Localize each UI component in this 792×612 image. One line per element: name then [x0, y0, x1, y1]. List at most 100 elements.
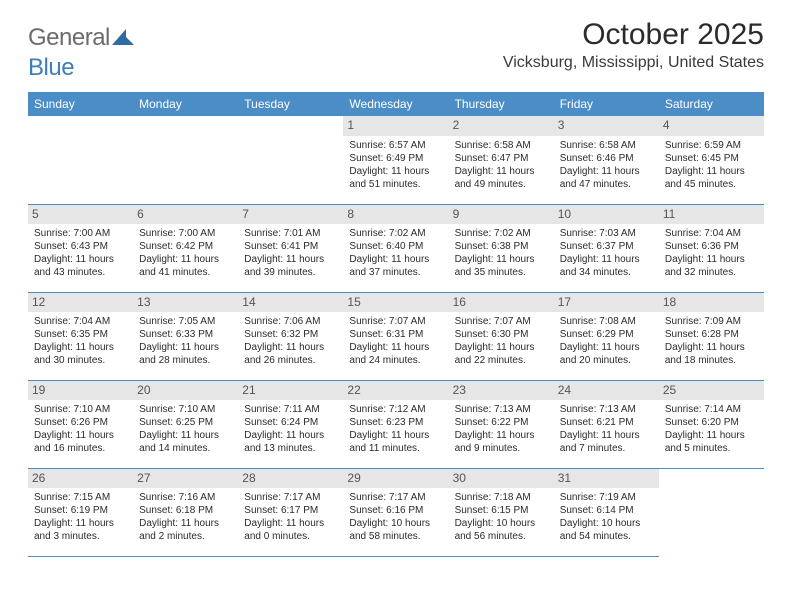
- sunset-line: Sunset: 6:33 PM: [139, 328, 232, 341]
- day-details: Sunrise: 7:04 AMSunset: 6:35 PMDaylight:…: [34, 315, 127, 367]
- daylight-line1: Daylight: 11 hours: [665, 341, 758, 354]
- sunset-line: Sunset: 6:24 PM: [244, 416, 337, 429]
- daylight-line1: Daylight: 11 hours: [244, 517, 337, 530]
- day-number: 25: [659, 381, 764, 401]
- day-details: Sunrise: 7:06 AMSunset: 6:32 PMDaylight:…: [244, 315, 337, 367]
- daylight-line2: and 30 minutes.: [34, 354, 127, 367]
- daylight-line1: Daylight: 11 hours: [139, 253, 232, 266]
- day-number: 19: [28, 381, 133, 401]
- day-number: 2: [449, 116, 554, 136]
- sunset-line: Sunset: 6:49 PM: [349, 152, 442, 165]
- daylight-line2: and 49 minutes.: [455, 178, 548, 191]
- day-cell: 12Sunrise: 7:04 AMSunset: 6:35 PMDayligh…: [28, 292, 133, 380]
- weekday-header: Sunday: [28, 92, 133, 116]
- daylight-line2: and 37 minutes.: [349, 266, 442, 279]
- sunrise-line: Sunrise: 7:02 AM: [455, 227, 548, 240]
- daylight-line1: Daylight: 11 hours: [244, 341, 337, 354]
- calendar-body: 1Sunrise: 6:57 AMSunset: 6:49 PMDaylight…: [28, 116, 764, 556]
- day-number: 3: [554, 116, 659, 136]
- daylight-line2: and 39 minutes.: [244, 266, 337, 279]
- sunset-line: Sunset: 6:35 PM: [34, 328, 127, 341]
- day-details: Sunrise: 6:58 AMSunset: 6:47 PMDaylight:…: [455, 139, 548, 191]
- week-row: 5Sunrise: 7:00 AMSunset: 6:43 PMDaylight…: [28, 204, 764, 292]
- day-cell: 22Sunrise: 7:12 AMSunset: 6:23 PMDayligh…: [343, 380, 448, 468]
- sunset-line: Sunset: 6:30 PM: [455, 328, 548, 341]
- sunset-line: Sunset: 6:29 PM: [560, 328, 653, 341]
- day-cell: 24Sunrise: 7:13 AMSunset: 6:21 PMDayligh…: [554, 380, 659, 468]
- day-details: Sunrise: 7:11 AMSunset: 6:24 PMDaylight:…: [244, 403, 337, 455]
- day-cell: [133, 116, 238, 204]
- day-details: Sunrise: 7:10 AMSunset: 6:25 PMDaylight:…: [139, 403, 232, 455]
- day-number: 17: [554, 293, 659, 313]
- day-details: Sunrise: 7:03 AMSunset: 6:37 PMDaylight:…: [560, 227, 653, 279]
- day-cell: 4Sunrise: 6:59 AMSunset: 6:45 PMDaylight…: [659, 116, 764, 204]
- day-details: Sunrise: 7:02 AMSunset: 6:38 PMDaylight:…: [455, 227, 548, 279]
- daylight-line1: Daylight: 11 hours: [244, 253, 337, 266]
- day-number: 26: [28, 469, 133, 489]
- calendar-table: SundayMondayTuesdayWednesdayThursdayFrid…: [28, 92, 764, 557]
- daylight-line2: and 35 minutes.: [455, 266, 548, 279]
- daylight-line2: and 45 minutes.: [665, 178, 758, 191]
- day-number: 27: [133, 469, 238, 489]
- sunrise-line: Sunrise: 7:00 AM: [139, 227, 232, 240]
- sunset-line: Sunset: 6:20 PM: [665, 416, 758, 429]
- day-number: 20: [133, 381, 238, 401]
- daylight-line1: Daylight: 11 hours: [455, 341, 548, 354]
- day-details: Sunrise: 7:19 AMSunset: 6:14 PMDaylight:…: [560, 491, 653, 543]
- day-cell: 25Sunrise: 7:14 AMSunset: 6:20 PMDayligh…: [659, 380, 764, 468]
- day-cell: 11Sunrise: 7:04 AMSunset: 6:36 PMDayligh…: [659, 204, 764, 292]
- sunrise-line: Sunrise: 7:03 AM: [560, 227, 653, 240]
- day-number: 16: [449, 293, 554, 313]
- weekday-header: Saturday: [659, 92, 764, 116]
- sunset-line: Sunset: 6:36 PM: [665, 240, 758, 253]
- daylight-line1: Daylight: 11 hours: [349, 165, 442, 178]
- day-details: Sunrise: 7:02 AMSunset: 6:40 PMDaylight:…: [349, 227, 442, 279]
- sunrise-line: Sunrise: 7:14 AM: [665, 403, 758, 416]
- day-details: Sunrise: 7:00 AMSunset: 6:42 PMDaylight:…: [139, 227, 232, 279]
- day-cell: 28Sunrise: 7:17 AMSunset: 6:17 PMDayligh…: [238, 468, 343, 556]
- daylight-line1: Daylight: 11 hours: [349, 253, 442, 266]
- day-number: 24: [554, 381, 659, 401]
- daylight-line1: Daylight: 11 hours: [244, 429, 337, 442]
- day-cell: 20Sunrise: 7:10 AMSunset: 6:25 PMDayligh…: [133, 380, 238, 468]
- daylight-line1: Daylight: 11 hours: [560, 429, 653, 442]
- sunrise-line: Sunrise: 7:04 AM: [34, 315, 127, 328]
- sunrise-line: Sunrise: 7:04 AM: [665, 227, 758, 240]
- daylight-line2: and 2 minutes.: [139, 530, 232, 543]
- sunset-line: Sunset: 6:16 PM: [349, 504, 442, 517]
- daylight-line2: and 51 minutes.: [349, 178, 442, 191]
- day-details: Sunrise: 6:58 AMSunset: 6:46 PMDaylight:…: [560, 139, 653, 191]
- sunrise-line: Sunrise: 7:17 AM: [349, 491, 442, 504]
- sunrise-line: Sunrise: 7:02 AM: [349, 227, 442, 240]
- daylight-line2: and 14 minutes.: [139, 442, 232, 455]
- weekday-header: Friday: [554, 92, 659, 116]
- daylight-line2: and 16 minutes.: [34, 442, 127, 455]
- daylight-line1: Daylight: 11 hours: [139, 341, 232, 354]
- day-cell: 5Sunrise: 7:00 AMSunset: 6:43 PMDaylight…: [28, 204, 133, 292]
- sunset-line: Sunset: 6:31 PM: [349, 328, 442, 341]
- daylight-line2: and 20 minutes.: [560, 354, 653, 367]
- day-cell: 21Sunrise: 7:11 AMSunset: 6:24 PMDayligh…: [238, 380, 343, 468]
- day-cell: 14Sunrise: 7:06 AMSunset: 6:32 PMDayligh…: [238, 292, 343, 380]
- sunrise-line: Sunrise: 6:57 AM: [349, 139, 442, 152]
- day-cell: 29Sunrise: 7:17 AMSunset: 6:16 PMDayligh…: [343, 468, 448, 556]
- day-details: Sunrise: 7:07 AMSunset: 6:30 PMDaylight:…: [455, 315, 548, 367]
- sunrise-line: Sunrise: 6:58 AM: [560, 139, 653, 152]
- sunrise-line: Sunrise: 7:19 AM: [560, 491, 653, 504]
- day-cell: [238, 116, 343, 204]
- daylight-line2: and 13 minutes.: [244, 442, 337, 455]
- day-cell: 26Sunrise: 7:15 AMSunset: 6:19 PMDayligh…: [28, 468, 133, 556]
- daylight-line1: Daylight: 11 hours: [349, 429, 442, 442]
- sunset-line: Sunset: 6:38 PM: [455, 240, 548, 253]
- week-row: 26Sunrise: 7:15 AMSunset: 6:19 PMDayligh…: [28, 468, 764, 556]
- day-number: 11: [659, 205, 764, 225]
- daylight-line1: Daylight: 11 hours: [34, 429, 127, 442]
- day-cell: 1Sunrise: 6:57 AMSunset: 6:49 PMDaylight…: [343, 116, 448, 204]
- week-row: 1Sunrise: 6:57 AMSunset: 6:49 PMDaylight…: [28, 116, 764, 204]
- logo-word1: General: [28, 24, 110, 51]
- sunrise-line: Sunrise: 7:06 AM: [244, 315, 337, 328]
- sunset-line: Sunset: 6:32 PM: [244, 328, 337, 341]
- sunset-line: Sunset: 6:43 PM: [34, 240, 127, 253]
- sunrise-line: Sunrise: 7:05 AM: [139, 315, 232, 328]
- daylight-line2: and 58 minutes.: [349, 530, 442, 543]
